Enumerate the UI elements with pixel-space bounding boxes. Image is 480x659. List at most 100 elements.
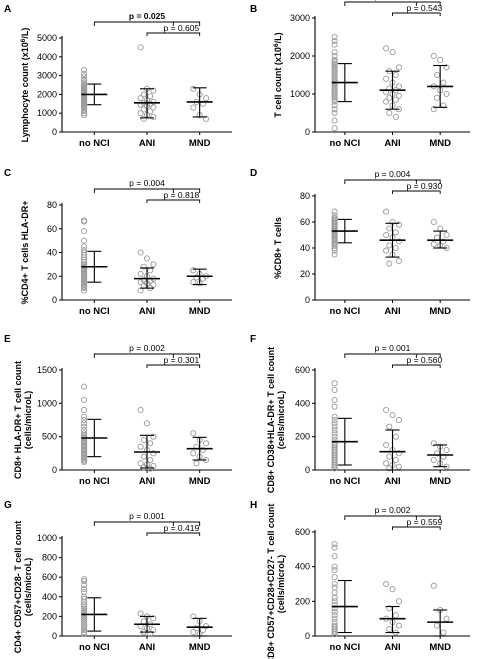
data-point — [433, 71, 441, 79]
comparison-bracket — [146, 364, 201, 368]
data-point — [389, 49, 396, 56]
comparison-bracket — [344, 353, 441, 358]
data-point — [331, 90, 338, 98]
data-point — [150, 627, 157, 634]
data-point — [395, 598, 402, 605]
y-tick-label: 40 — [300, 243, 310, 253]
data-point — [81, 458, 88, 466]
data-point — [331, 403, 338, 410]
data-point — [331, 386, 338, 394]
data-point — [81, 406, 88, 414]
data-point — [331, 553, 338, 560]
x-category-label: no NCI — [79, 306, 110, 317]
data-point — [331, 83, 338, 90]
p-value-label: p = 0.559 — [406, 517, 442, 527]
p-value-label: p = 0.560 — [406, 355, 442, 365]
x-category-label: no NCI — [79, 138, 110, 149]
panel-a: A 0 1000 2000 3000 4000 5000 no NCI ANI MND Lympho… — [4, 4, 232, 149]
data-point — [137, 287, 144, 294]
data-point — [190, 629, 197, 636]
panel-letter: F — [250, 334, 256, 345]
data-point — [143, 420, 151, 427]
y-tick-label: 0 — [52, 631, 57, 641]
panel-e: E 0 500 1000 1500 no NCI ANI MND CD8+ HLA-DR+ T … — [4, 334, 232, 487]
y-axis-label-text: %CD4+ T cells HLA-DR+ — [20, 200, 30, 304]
comparison-bracket — [344, 1, 441, 6]
p-value-label: p = 0.001 — [375, 343, 411, 353]
x-category-label: ANI — [139, 642, 155, 653]
p-value-label: p = 0.025 — [129, 11, 165, 21]
data-point — [331, 544, 338, 551]
y-axis-label: CD8+ CD38+HLA-DR+ T cell count (cells/mic… — [266, 347, 286, 493]
data-point — [331, 71, 338, 79]
data-point — [331, 396, 338, 404]
p-value-label: p = 0.002 — [375, 505, 411, 515]
data-point — [386, 260, 393, 267]
data-point — [331, 601, 338, 608]
data-point — [331, 589, 338, 596]
data-point — [383, 231, 390, 239]
data-point — [331, 98, 338, 105]
data-point — [331, 631, 338, 638]
data-point — [440, 238, 447, 245]
data-point — [140, 91, 147, 98]
data-point — [443, 615, 450, 622]
y-tick-label: 800 — [42, 553, 57, 563]
data-point — [331, 37, 338, 44]
data-point — [140, 436, 147, 444]
data-point — [203, 115, 210, 122]
data-point — [430, 106, 437, 113]
data-point — [386, 605, 393, 612]
data-point — [331, 60, 338, 67]
data-point — [81, 110, 88, 117]
x-category-label: no NCI — [330, 138, 361, 149]
data-point — [81, 605, 88, 612]
data-point — [331, 430, 338, 437]
y-tick-label: 400 — [295, 398, 310, 408]
data-point — [140, 115, 147, 122]
data-point — [395, 622, 402, 629]
x-category-label: no NCI — [330, 306, 361, 317]
data-point — [395, 83, 402, 90]
data-point — [331, 75, 338, 82]
y-tick-label: 2000 — [37, 89, 57, 99]
y-tick-label: 600 — [295, 527, 310, 537]
data-point — [331, 541, 338, 548]
data-point — [440, 79, 447, 86]
data-point — [331, 208, 338, 215]
data-point — [331, 89, 338, 96]
y-axis-label-part: T cell count (x10 — [273, 47, 283, 118]
data-point — [331, 605, 338, 612]
x-category-label: ANI — [384, 138, 400, 149]
y-axis-label-part: 6 — [273, 43, 280, 47]
y-tick-label: 2000 — [290, 51, 310, 61]
data-point — [190, 85, 197, 92]
data-point — [190, 267, 197, 274]
panel-c: C 0 20 40 60 80 no NCI ANI MND %CD4+ T cells HLA-… — [4, 168, 232, 317]
y-tick-label: 80 — [300, 191, 310, 201]
data-point — [137, 95, 144, 102]
data-point — [395, 257, 402, 265]
data-point — [81, 630, 88, 638]
data-point — [331, 244, 338, 252]
comparison-bracket — [93, 353, 201, 358]
y-axis-label-line: (cells/microL) — [276, 391, 286, 450]
x-category-label: no NCI — [330, 642, 361, 653]
data-point — [383, 460, 390, 467]
data-point — [386, 453, 393, 460]
data-point — [81, 420, 88, 427]
data-point — [81, 396, 88, 404]
panel-letter: D — [250, 168, 257, 179]
data-point — [331, 70, 338, 77]
data-point — [331, 465, 338, 472]
panel-letter: C — [4, 168, 11, 179]
data-point — [386, 94, 393, 101]
data-point — [331, 615, 338, 622]
data-point — [150, 281, 157, 288]
p-value-label: p = 0.543 — [406, 3, 442, 13]
p-value-label: p = 0.001 — [129, 511, 165, 521]
data-point — [331, 608, 338, 615]
data-point — [392, 456, 399, 464]
y-tick-label: 5000 — [37, 33, 57, 43]
data-point — [331, 563, 338, 570]
